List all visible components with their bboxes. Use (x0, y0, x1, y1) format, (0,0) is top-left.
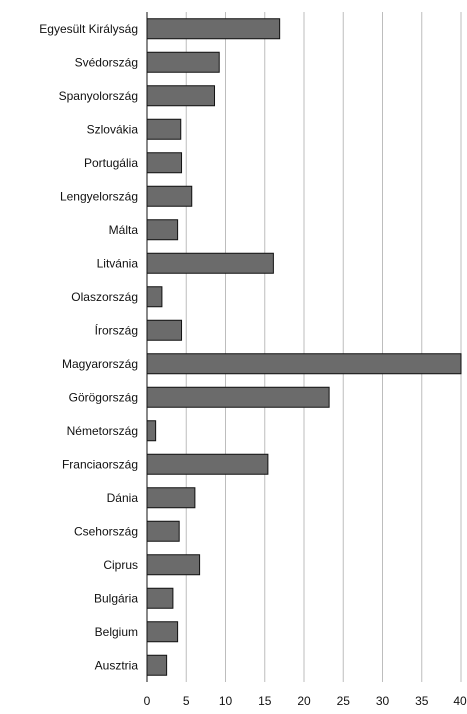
category-label: Málta (109, 223, 139, 237)
bar (146, 587, 174, 609)
grid-lines (185, 12, 462, 682)
category-label: Szlovákia (87, 122, 139, 136)
bar (146, 453, 269, 475)
category-label: Ciprus (103, 558, 138, 572)
bar (146, 319, 183, 341)
x-tick-label: 15 (258, 694, 272, 708)
bar (146, 420, 157, 442)
bars (146, 18, 462, 676)
category-label: Csehország (74, 524, 138, 538)
x-tick-label: 10 (219, 694, 233, 708)
bar (146, 18, 281, 40)
category-label: Görögország (69, 390, 138, 404)
category-label: Belgium (95, 625, 138, 639)
bar (146, 520, 180, 542)
x-tick-label: 20 (297, 694, 311, 708)
category-label: Dánia (107, 491, 139, 505)
category-label: Litvánia (97, 256, 139, 270)
x-tick-label: 0 (144, 694, 151, 708)
category-label: Írország (95, 322, 138, 337)
bar (146, 51, 220, 73)
category-label: Spanyolország (59, 89, 138, 103)
category-label: Magyarország (62, 357, 138, 371)
bar (146, 152, 183, 174)
category-label: Ausztria (95, 658, 139, 672)
bar (146, 487, 196, 509)
x-tick-label: 30 (376, 694, 390, 708)
category-label: Németország (67, 424, 138, 438)
category-label: Egyesült Királyság (39, 22, 138, 36)
x-tick-label: 40 (453, 694, 467, 708)
bar (146, 654, 168, 676)
x-tick-label: 35 (415, 694, 429, 708)
bar (146, 621, 179, 643)
bar (146, 386, 330, 408)
bar (146, 554, 201, 576)
category-label: Olaszország (71, 290, 138, 304)
bar (146, 85, 216, 107)
bar (146, 185, 193, 207)
x-tick-label: 25 (337, 694, 351, 708)
category-labels: Egyesült Királyság Svédország Spanyolorszá… (39, 22, 138, 673)
bar (146, 286, 163, 308)
x-tick-labels: 0 5 10 15 20 25 30 35 40 (144, 694, 467, 708)
bar (146, 118, 182, 140)
category-label: Franciaország (62, 457, 138, 471)
category-label: Svédország (75, 55, 138, 69)
bar (146, 252, 274, 274)
category-label: Portugália (84, 156, 138, 170)
x-tick-label: 5 (183, 694, 190, 708)
category-label: Bulgária (94, 591, 138, 605)
category-label: Lengyelország (60, 189, 138, 203)
bar (146, 219, 179, 241)
bar (146, 353, 462, 375)
